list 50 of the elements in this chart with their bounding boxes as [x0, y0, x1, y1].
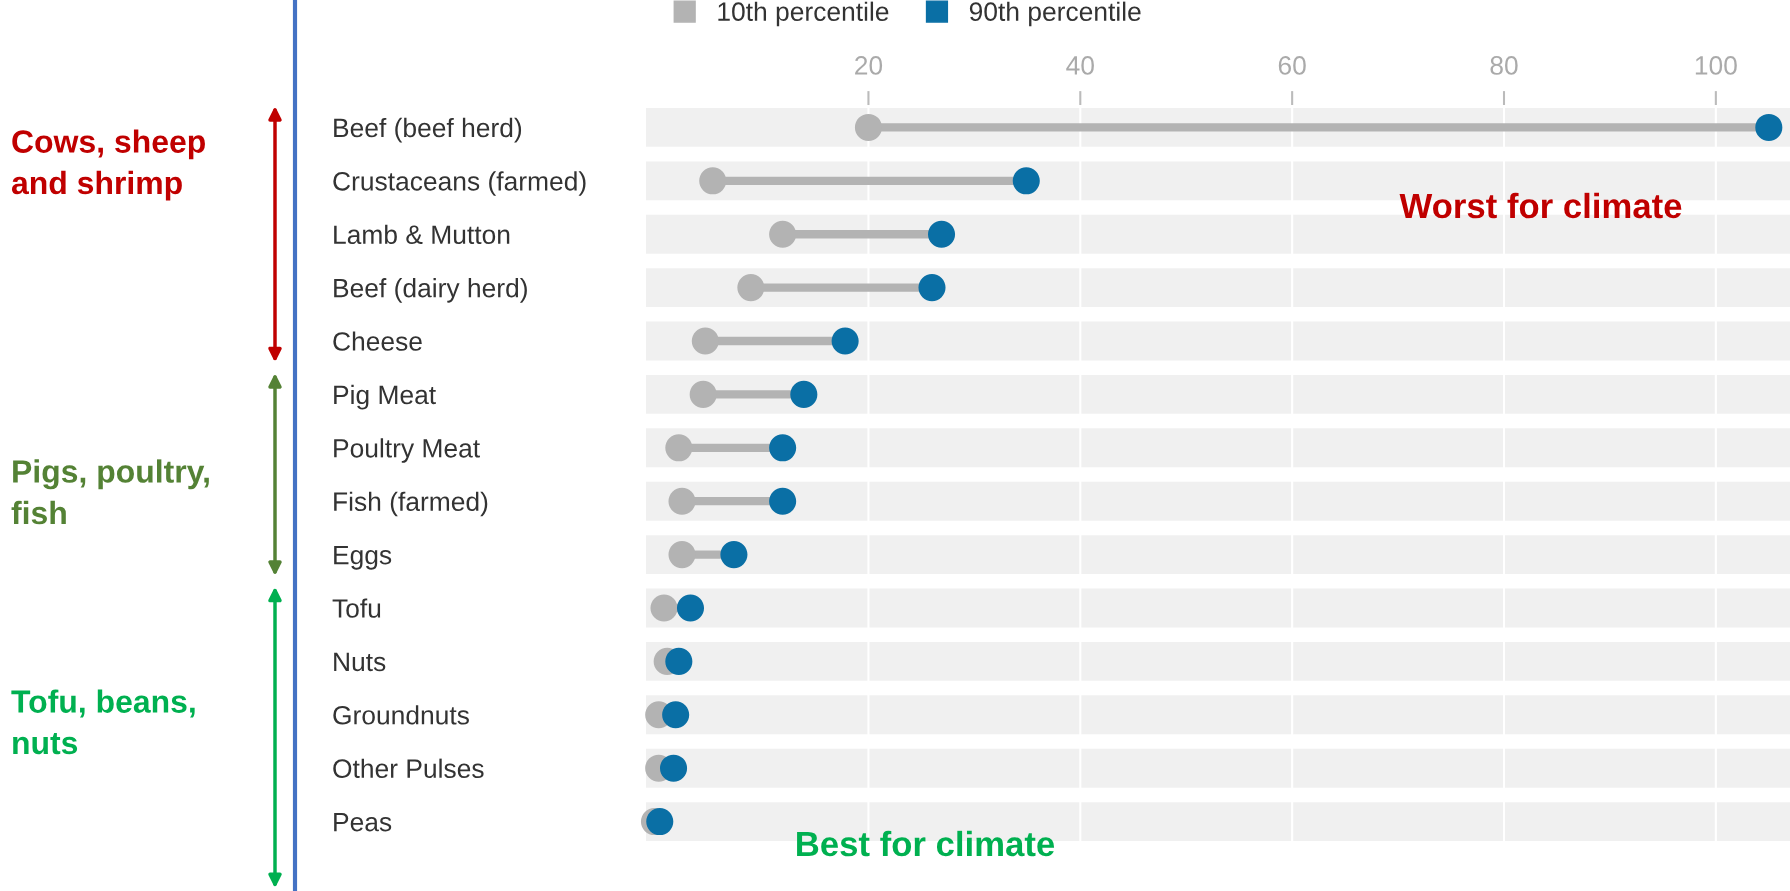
point: [676, 594, 705, 622]
y-tick-label: Eggs: [334, 546, 392, 570]
y-tick-label: Nuts: [334, 652, 386, 672]
y-tick-label: Groundnuts: [333, 705, 469, 725]
x-tick-label: 100: [1695, 56, 1737, 75]
point: [790, 380, 818, 408]
y-tick-label: Peas: [334, 812, 392, 832]
y-tick-label: Beef (dairy herd): [334, 278, 527, 303]
point: [831, 327, 859, 355]
point: [668, 541, 696, 569]
point: [928, 220, 956, 248]
point: [665, 647, 693, 675]
text: Pigs, poultry, fish: [11, 459, 209, 525]
point: [665, 434, 693, 462]
point: [1012, 167, 1040, 195]
point: [662, 701, 690, 729]
y-tick-label: Crustaceans (farmed): [333, 171, 586, 196]
point: [668, 487, 696, 515]
y-tick-label: Beef (beef herd): [334, 117, 522, 143]
text: Tofu, beans, nuts: [11, 689, 195, 755]
point: [769, 487, 797, 515]
point: [769, 434, 797, 462]
point: [691, 327, 719, 355]
point: [854, 113, 882, 141]
point: [1755, 113, 1783, 141]
text: Cows, sheep and shrimp: [11, 129, 205, 201]
point: [720, 541, 748, 569]
point: [918, 274, 946, 302]
annotation: Best for climate: [797, 830, 1055, 857]
annotation: Worst for climate: [1399, 192, 1682, 219]
point: [699, 167, 727, 195]
y-tick-label: Poultry Meat: [334, 438, 480, 463]
point: [660, 754, 688, 782]
x-tick-label: 20: [855, 56, 883, 75]
y-tick-label: Cheese: [333, 331, 422, 351]
point: [650, 594, 678, 622]
y-tick-label: Lamb & Mutton: [334, 224, 510, 245]
y-tick-label: Tofu: [332, 598, 381, 618]
y-tick-label: Pig Meat: [334, 384, 436, 410]
point: [769, 220, 797, 248]
legend-label: 10th percentile: [718, 1, 889, 27]
x-tick-label: 60: [1278, 56, 1306, 75]
legend-label: 90th percentile: [969, 1, 1141, 27]
y-tick-label: Fish (farmed): [334, 491, 488, 517]
point: [689, 380, 717, 408]
x-tick-label: 40: [1066, 56, 1094, 75]
y-tick-label: Other Pulses: [333, 758, 484, 779]
x-tick-label: 80: [1490, 56, 1518, 75]
point: [646, 808, 674, 836]
point: [737, 274, 765, 302]
